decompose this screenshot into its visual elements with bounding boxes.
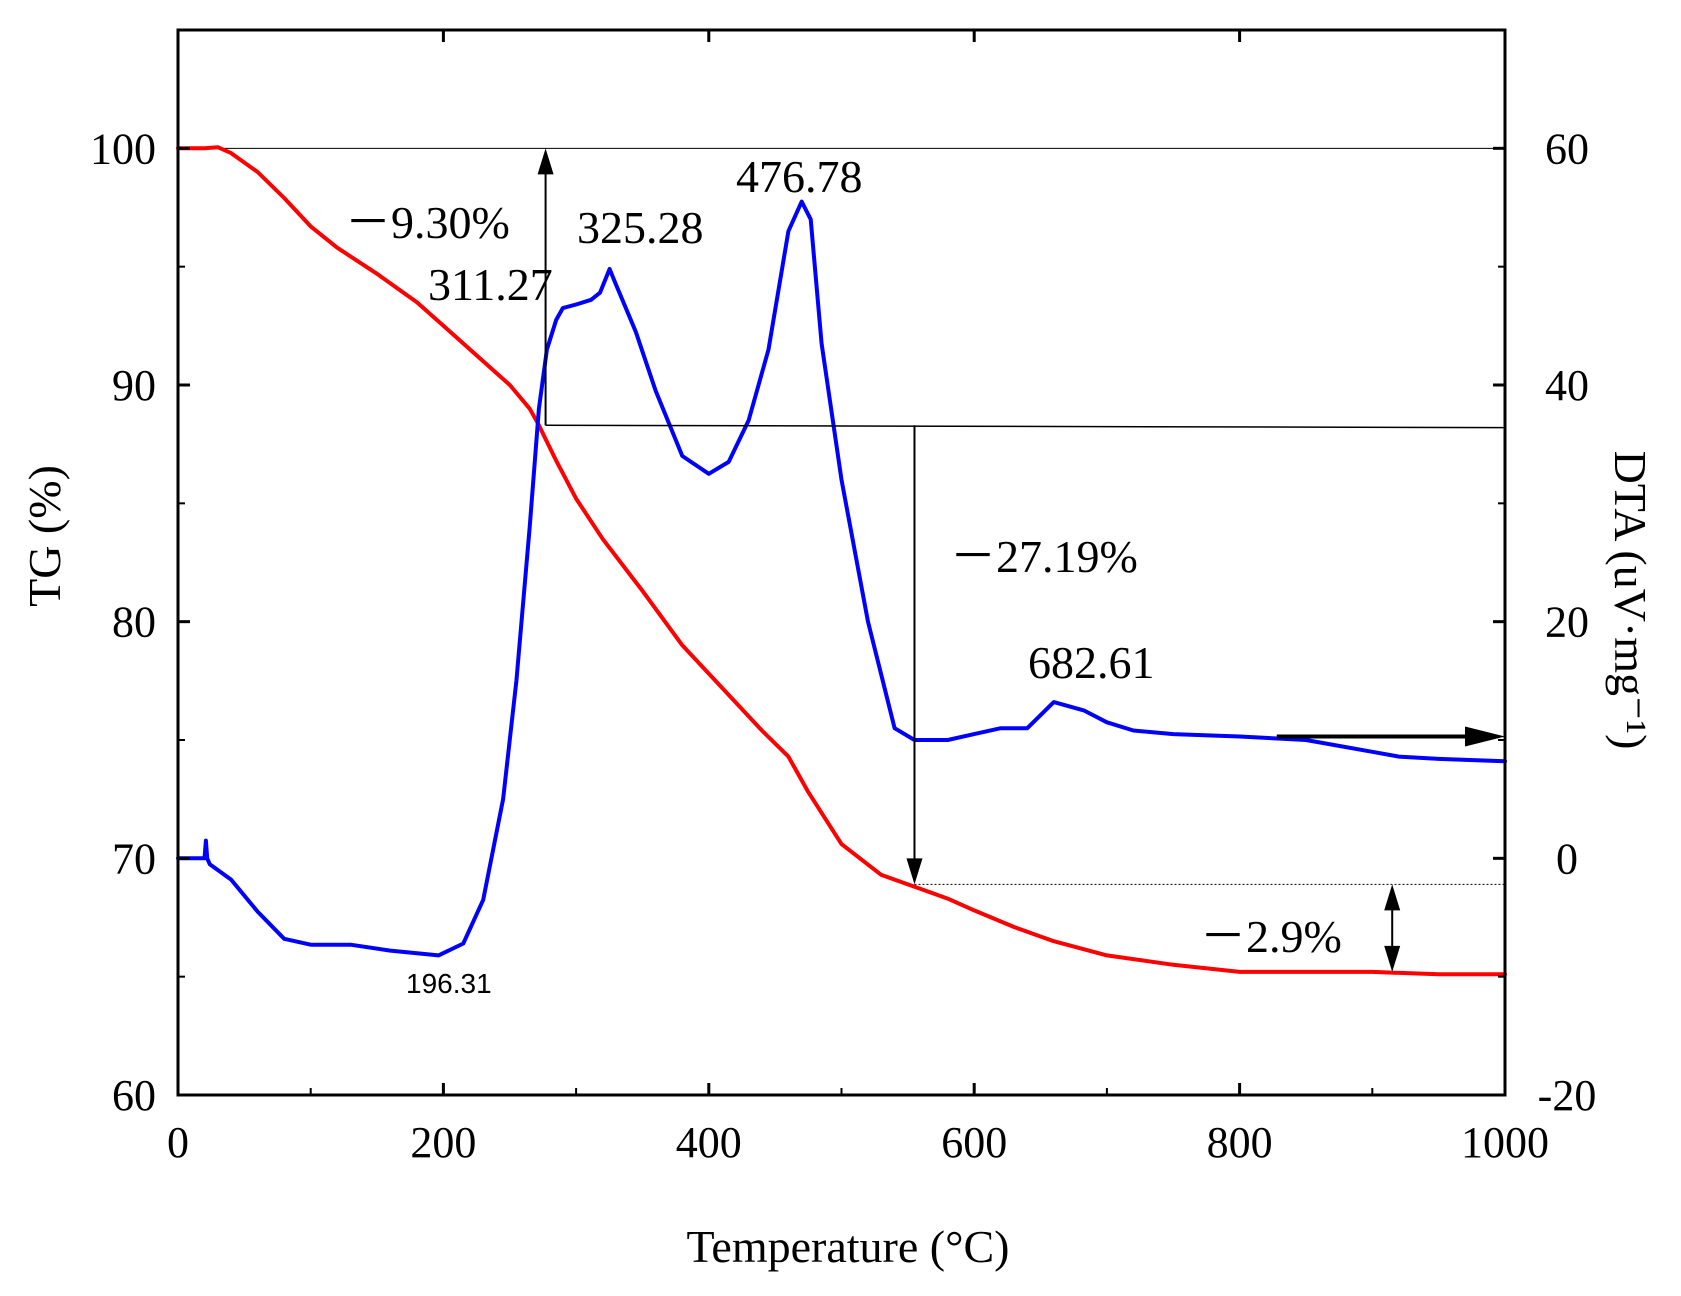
x-tick-label-600: 600 — [941, 1118, 1007, 1167]
arrow-head-loss-2 — [906, 858, 923, 885]
series-layer — [176, 145, 1507, 977]
arrow-head-loss-1 — [537, 148, 554, 175]
x-tick-label-400: 400 — [676, 1118, 742, 1167]
x-tick-label-0: 0 — [167, 1118, 189, 1167]
reference-line-88 — [545, 424, 1506, 429]
axis-tick-labels: 0 200 400 600 800 1000 60 70 80 90 100 -20 0 20 40 60 — [90, 124, 1596, 1167]
x-tick-label-800: 800 — [1207, 1118, 1273, 1167]
y-left-axis-title: TG (%) — [19, 465, 70, 607]
arrow-head-loss-3-down — [1384, 945, 1401, 972]
y-left-tick-label-70: 70 — [112, 834, 156, 883]
x-axis-title: Temperature (°C) — [687, 1221, 1010, 1272]
annotation-loss-27-19: －27.19% — [950, 531, 1138, 582]
annotation-loss-9-30: －9.30% — [345, 197, 510, 248]
arrow-head-dta-axis — [1465, 726, 1505, 747]
x-tick-label-200: 200 — [410, 1118, 476, 1167]
y-right-tick-label-40: 40 — [1545, 361, 1589, 410]
y-left-tick-label-100: 100 — [90, 124, 156, 173]
x-tick-label-1000: 1000 — [1461, 1118, 1549, 1167]
annotation-loss-2-9: －2.9% — [1200, 911, 1342, 962]
arrow-head-loss-3-up — [1384, 884, 1401, 911]
y-left-tick-label-80: 80 — [112, 598, 156, 647]
y-right-tick-label--20: -20 — [1538, 1071, 1597, 1120]
axis-ticks — [176, 30, 1507, 1097]
y-left-tick-label-90: 90 — [112, 361, 156, 410]
annotation-min-196-31: 196.31 — [406, 968, 492, 999]
y-left-tick-label-60: 60 — [112, 1071, 156, 1120]
annotation-peak-311-27: 311.27 — [428, 259, 553, 310]
annotation-arrows — [537, 148, 1506, 972]
series-line-tg — [176, 145, 1507, 977]
y-right-tick-label-60: 60 — [1545, 124, 1589, 173]
y-right-tick-label-20: 20 — [1545, 598, 1589, 647]
series-line-dta — [176, 199, 1507, 958]
y-right-axis-title: DTA (uV·mg⁻¹) — [1605, 451, 1656, 750]
y-right-tick-label-0: 0 — [1556, 834, 1578, 883]
annotation-peak-325-28: 325.28 — [577, 202, 704, 253]
annotation-peak-476-78: 476.78 — [736, 151, 863, 202]
annotation-peak-682-61: 682.61 — [1028, 637, 1155, 688]
